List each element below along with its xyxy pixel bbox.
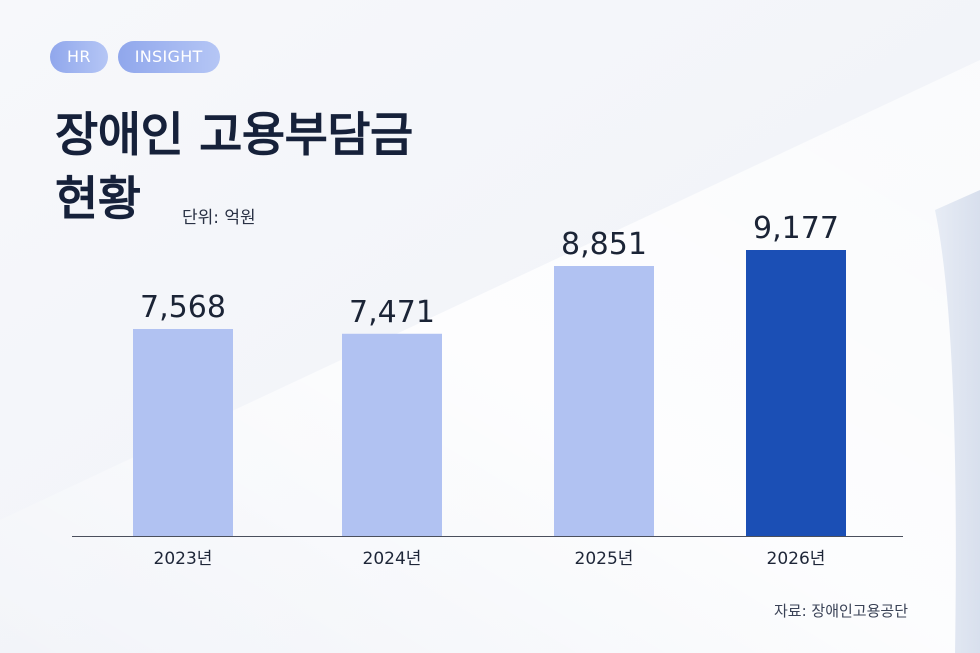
- value-label: 7,471: [349, 295, 435, 330]
- tag-hr: HR: [50, 41, 108, 73]
- unit-label: 단위: 억원: [182, 208, 256, 228]
- category-label: 2024년: [363, 549, 422, 569]
- tag-group: HR INSIGHT: [50, 41, 220, 73]
- page-title: 장애인 고용부담금 현황: [55, 104, 413, 232]
- category-label: 2026년: [767, 549, 826, 569]
- bar-2023년: [133, 329, 233, 536]
- bar-2026년: [746, 250, 846, 536]
- title-line-1: 장애인 고용부담금: [55, 108, 413, 163]
- value-label: 9,177: [753, 211, 839, 246]
- bar-2024년: [342, 333, 442, 536]
- title-line-2: 현황: [55, 172, 141, 227]
- category-label: 2023년: [154, 549, 213, 569]
- bar-2025년: [554, 266, 654, 536]
- category-label: 2025년: [575, 549, 634, 569]
- value-label: 8,851: [561, 227, 647, 262]
- tag-insight: INSIGHT: [117, 41, 220, 73]
- value-label: 7,568: [140, 290, 226, 325]
- source-note: 자료: 장애인고용공단: [773, 602, 908, 620]
